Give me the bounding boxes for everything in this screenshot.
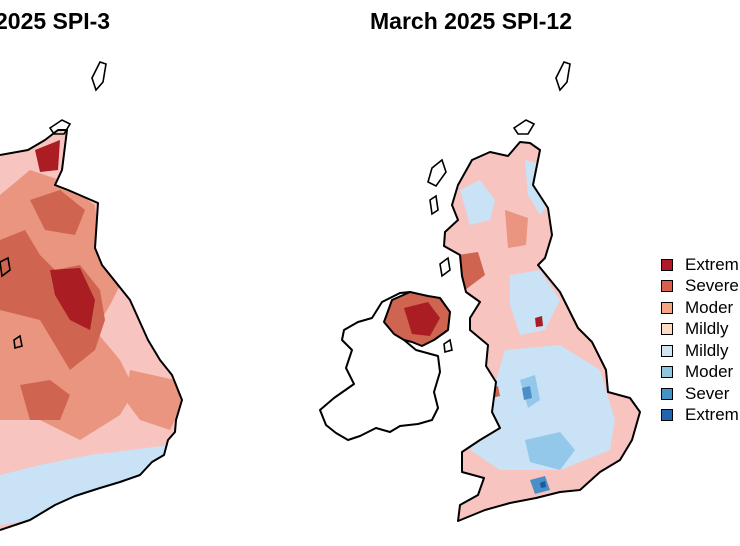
legend-item: Sever bbox=[661, 383, 739, 405]
legend-item: Moder bbox=[661, 297, 739, 319]
extreme-dry-area bbox=[50, 268, 95, 330]
orkney-outline-right bbox=[512, 119, 536, 135]
legend-item: Extrem bbox=[661, 405, 739, 427]
moderate-dry-area-east bbox=[125, 370, 182, 430]
legend-label: Moder bbox=[685, 297, 734, 317]
great-britain-outline-left bbox=[0, 129, 183, 531]
isle-of-man-outline-right bbox=[443, 338, 453, 354]
extreme-wet-area bbox=[540, 481, 546, 488]
legend-swatch bbox=[661, 323, 673, 336]
orkney-outline-left bbox=[48, 119, 72, 135]
island-outline-right bbox=[439, 256, 451, 278]
right-map-title: March 2025 SPI-12 bbox=[370, 8, 573, 34]
extreme-dry-area-north bbox=[35, 140, 60, 172]
legend-label: Sever bbox=[685, 383, 730, 403]
mild-wet-area-north bbox=[460, 180, 495, 225]
right-spi12-map bbox=[319, 61, 641, 522]
legend-swatch bbox=[661, 344, 673, 357]
legend-label: Mildly bbox=[685, 340, 729, 360]
northern-ireland-outline bbox=[383, 291, 451, 347]
hebrides-outline-right-2 bbox=[429, 194, 439, 216]
legend-label: Moder bbox=[685, 362, 734, 382]
island-outline-left bbox=[0, 256, 11, 278]
severe-dry-area bbox=[0, 230, 105, 370]
mild-wet-area-south bbox=[470, 345, 615, 470]
shetland-outline-left bbox=[91, 61, 107, 92]
shetland-outline-right bbox=[555, 61, 571, 92]
legend-item: Mildly bbox=[661, 319, 739, 341]
severe-wet-area bbox=[522, 386, 532, 400]
island-outline-left-2 bbox=[13, 334, 23, 350]
legend-swatch bbox=[661, 301, 673, 314]
legend-item: Severe bbox=[661, 276, 739, 298]
moderate-wet-area-south bbox=[525, 432, 575, 470]
outer-hebrides-outline-right bbox=[427, 158, 447, 188]
moderate-dry-area-scotland bbox=[505, 210, 528, 248]
legend-swatch bbox=[661, 387, 673, 400]
legend-swatch bbox=[661, 258, 673, 271]
mild-wet-area-pennines bbox=[510, 270, 560, 335]
legend-item: Moder bbox=[661, 362, 739, 384]
legend-swatch bbox=[661, 366, 673, 379]
extreme-dry-spot bbox=[535, 316, 543, 327]
severe-dry-area-west bbox=[458, 252, 485, 290]
left-spi3-map bbox=[0, 61, 183, 531]
legend-swatch bbox=[661, 280, 673, 293]
legend-label: Extrem bbox=[685, 254, 739, 274]
legend-label: Severe bbox=[685, 276, 739, 296]
legend-item: Mildly bbox=[661, 340, 739, 362]
great-britain-outline-right bbox=[443, 141, 641, 522]
legend-swatch bbox=[661, 409, 673, 422]
spi-legend: Extrem Severe Moder Mildly Mildly Moder … bbox=[661, 254, 739, 426]
severe-dry-area-highlands bbox=[30, 190, 85, 235]
northern-ireland-extreme-area bbox=[404, 302, 440, 336]
severe-wet-area-south bbox=[530, 476, 550, 494]
left-map-title: 2025 SPI-3 bbox=[0, 8, 111, 34]
severe-dry-area-wales bbox=[20, 380, 70, 420]
legend-item: Extrem bbox=[661, 254, 739, 276]
mild-wet-area bbox=[0, 445, 175, 525]
legend-label: Extrem bbox=[685, 405, 739, 425]
legend-label: Mildly bbox=[685, 319, 729, 339]
